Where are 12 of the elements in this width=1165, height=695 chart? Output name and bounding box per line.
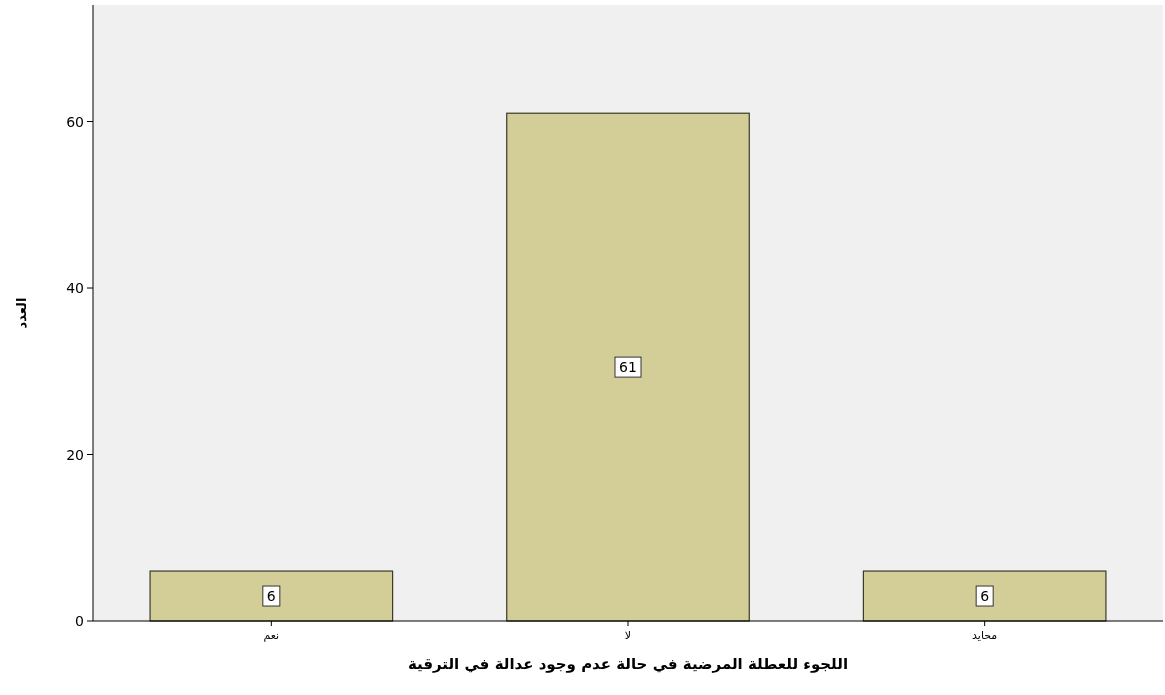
x-axis-title: اللجوء للعطلة المرضية في حالة عدم وجود عدالة في الترقية xyxy=(407,655,849,673)
data-label: 6 xyxy=(266,588,276,605)
x-tick-label: محايد xyxy=(972,629,998,642)
y-tick-label: 0 xyxy=(75,613,84,629)
y-tick-label: 20 xyxy=(66,446,84,463)
x-tick-label: لا xyxy=(624,629,632,642)
y-tick-label: 40 xyxy=(66,280,84,297)
data-label: 6 xyxy=(980,588,990,605)
data-label: 61 xyxy=(619,359,637,376)
x-tick-label: نعم xyxy=(263,629,280,642)
y-axis-title: العدد xyxy=(14,297,29,329)
y-tick-label: 60 xyxy=(66,113,84,130)
